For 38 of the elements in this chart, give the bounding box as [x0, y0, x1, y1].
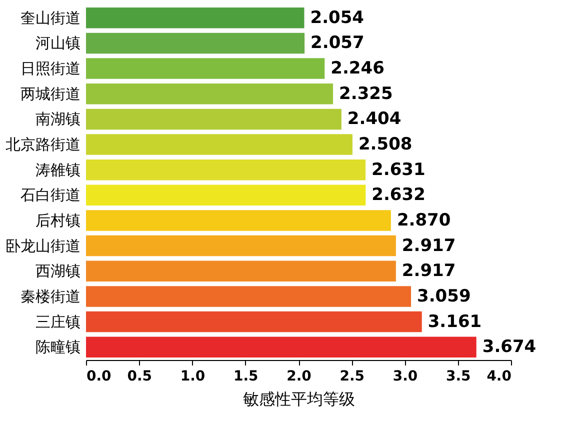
- data-label: 2.325: [339, 84, 393, 104]
- data-label: 2.632: [372, 185, 426, 206]
- data-label: 2.508: [358, 134, 412, 155]
- y-tick-label: 西湖镇: [36, 262, 80, 280]
- y-tick-label: 奎山街道: [20, 8, 80, 27]
- x-tick-label: 1.5: [233, 368, 258, 384]
- x-tick-label: 2.5: [340, 368, 365, 384]
- data-label: 2.631: [372, 160, 426, 180]
- x-tick-label: 1.0: [180, 368, 206, 384]
- data-label: 3.674: [482, 337, 536, 358]
- y-tick-label: 三庄镇: [36, 312, 80, 331]
- x-axis-title: 敏感性平均等级: [243, 390, 355, 408]
- x-tick-label: 0.5: [127, 368, 152, 384]
- y-tick-label: 涛雒镇: [36, 160, 80, 179]
- data-label: 3.161: [428, 312, 482, 332]
- y-tick-label: 卧龙山街道: [6, 236, 80, 255]
- y-tick-label: 秦楼街道: [20, 287, 80, 306]
- x-tick-label: 4.0: [486, 368, 512, 384]
- y-tick-label: 陈疃镇: [36, 338, 80, 356]
- data-label: 2.054: [310, 8, 364, 28]
- x-tick-label: 2.0: [286, 368, 312, 384]
- data-label: 2.870: [396, 210, 451, 230]
- y-tick-label: 日照街道: [20, 60, 80, 78]
- data-label: 2.057: [310, 33, 364, 54]
- y-tick-label: 两城街道: [20, 84, 80, 103]
- data-label: 2.917: [402, 236, 456, 256]
- y-tick-label: 后村镇: [36, 211, 80, 230]
- y-tick-label: 石白街道: [20, 186, 80, 204]
- data-label: 2.246: [330, 58, 384, 79]
- data-label: 2.404: [347, 109, 402, 130]
- y-tick-label: 北京路街道: [6, 136, 80, 154]
- y-tick-label: 河山镇: [36, 34, 80, 52]
- data-label: 2.917: [402, 261, 456, 282]
- x-tick-label: 0.0: [86, 368, 112, 384]
- x-tick-label: 3.5: [446, 368, 471, 384]
- y-tick-label: 南湖镇: [36, 110, 80, 128]
- x-tick-label: 3.0: [392, 368, 418, 384]
- data-label: 3.059: [417, 286, 471, 306]
